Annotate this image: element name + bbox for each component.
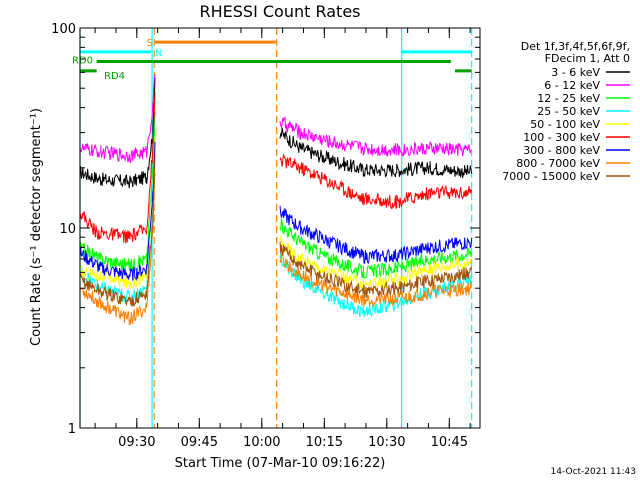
legend-label-4: 50 - 100 keV <box>530 118 600 131</box>
y-tick-label-2: 100 <box>51 22 76 37</box>
series-line-0 <box>79 77 473 189</box>
y-tick-label-1: 10 <box>59 222 76 237</box>
series-line-3 <box>79 143 473 318</box>
x-tick-label-2: 10:00 <box>243 435 280 450</box>
series-line-6 <box>79 141 473 282</box>
legend: Det 1f,3f,4f,5f,6f,9f,FDecim 1, Att 03 -… <box>502 40 630 183</box>
legend-label-6: 300 - 800 keV <box>523 144 600 157</box>
plot-frame <box>79 27 481 429</box>
legend-label-2: 12 - 25 keV <box>537 92 600 105</box>
legend-label-3: 25 - 50 keV <box>537 105 600 118</box>
x-tick-label-4: 10:30 <box>368 435 405 450</box>
series-line-8 <box>79 153 473 307</box>
legend-label-1: 6 - 12 keV <box>544 79 600 92</box>
legend-header-1: FDecim 1, Att 0 <box>545 52 630 65</box>
series-line-5 <box>79 92 473 244</box>
legend-label-5: 100 - 300 keV <box>523 131 600 144</box>
legend-label-8: 7000 - 15000 keV <box>502 170 600 183</box>
series-line-7 <box>79 173 473 325</box>
flag-label-1: N <box>155 48 162 59</box>
x-axis-label: Start Time (07-Mar-10 09:16:22) <box>175 456 386 471</box>
series-line-1 <box>79 74 472 164</box>
chart-title: RHESSI Count Rates <box>200 2 361 21</box>
series-line-2 <box>79 112 473 279</box>
y-axis-label: Count Rate (s⁻¹ detector segment⁻¹) <box>29 108 44 346</box>
y-tick-label-0: 1 <box>68 422 76 437</box>
plot-area: SN RD0 RD4 1 10 100 09:30 09:45 10:00 10:15 10:30 1… <box>51 22 481 450</box>
flag-label-2: RD0 <box>72 55 93 66</box>
x-tick-label-5: 10:45 <box>431 435 468 450</box>
legend-header-0: Det 1f,3f,4f,5f,6f,9f, <box>521 40 630 53</box>
x-tick-label-3: 10:15 <box>306 435 343 450</box>
flag-label-3: RD4 <box>104 71 125 82</box>
series-line-4 <box>79 136 473 292</box>
x-tick-label-0: 09:30 <box>118 435 155 450</box>
footer-date: 14-Oct-2021 11:43 <box>551 467 636 477</box>
legend-label-7: 800 - 7000 keV <box>516 157 600 170</box>
flag-label-0: S <box>147 38 153 49</box>
legend-label-0: 3 - 6 keV <box>551 66 600 79</box>
x-tick-label-1: 09:45 <box>181 435 218 450</box>
